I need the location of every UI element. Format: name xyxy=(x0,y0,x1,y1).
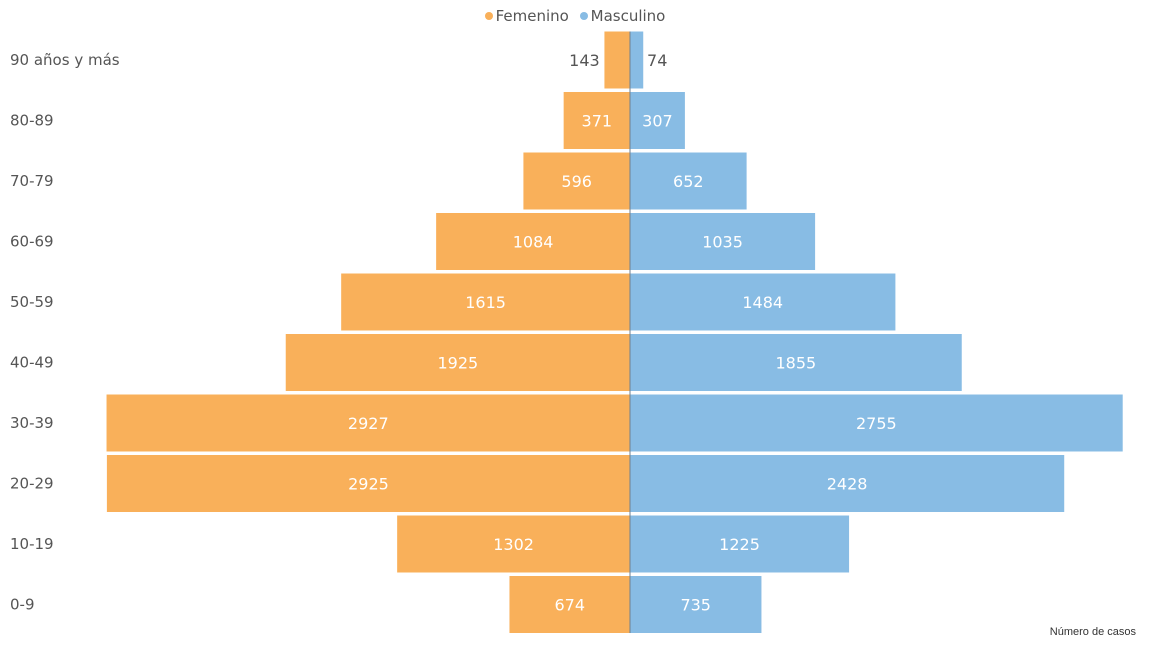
bar-femenino[interactable] xyxy=(563,92,630,149)
data-label-masculino: 74 xyxy=(647,51,667,70)
legend-swatch-masculino xyxy=(579,12,588,20)
data-label-femenino: 143 xyxy=(569,51,600,70)
data-label-femenino: 674 xyxy=(554,596,585,615)
bar-masculino[interactable] xyxy=(630,455,1065,512)
bar-masculino[interactable] xyxy=(630,31,644,89)
data-label-masculino: 307 xyxy=(642,112,673,131)
data-label-masculino: 1484 xyxy=(742,293,783,312)
category-label: 40-49 xyxy=(10,354,54,372)
data-label-masculino: 2755 xyxy=(856,414,897,433)
bar-masculino[interactable] xyxy=(630,92,685,149)
data-label-masculino: 1225 xyxy=(719,535,760,554)
bar-femenino[interactable] xyxy=(509,576,630,633)
category-label: 0-9 xyxy=(10,596,35,614)
legend-swatch-femenino xyxy=(484,12,493,20)
bar-femenino[interactable] xyxy=(397,515,630,573)
legend-item-masculino[interactable]: Masculino xyxy=(579,7,666,25)
x-axis-label: Número de casos xyxy=(1049,626,1136,638)
category-label: 20-29 xyxy=(10,475,54,493)
category-label: 30-39 xyxy=(10,414,54,432)
bar-masculino[interactable] xyxy=(630,334,962,391)
category-label: 60-69 xyxy=(10,233,54,251)
bar-femenino[interactable] xyxy=(106,394,631,452)
data-label-femenino: 1084 xyxy=(513,233,554,252)
bar-masculino[interactable] xyxy=(630,394,1123,452)
legend-label-masculino: Masculino xyxy=(590,7,666,25)
bar-masculino[interactable] xyxy=(630,152,747,210)
data-label-femenino: 1615 xyxy=(465,293,506,312)
data-label-masculino: 652 xyxy=(673,172,704,191)
category-label: 10-19 xyxy=(10,535,54,553)
legend-item-femenino[interactable]: Femenino xyxy=(484,7,569,25)
data-label-femenino: 1302 xyxy=(493,535,534,554)
bar-masculino[interactable] xyxy=(630,213,816,270)
bar-masculino[interactable] xyxy=(630,273,896,331)
category-label: 90 años y más xyxy=(10,51,120,69)
category-label: 50-59 xyxy=(10,293,54,311)
bar-femenino[interactable] xyxy=(604,31,630,89)
data-label-femenino: 2925 xyxy=(348,475,389,494)
bar-femenino[interactable] xyxy=(436,213,630,270)
data-label-masculino: 2428 xyxy=(827,475,868,494)
data-label-femenino: 371 xyxy=(582,112,613,131)
data-label-femenino: 1925 xyxy=(438,354,479,373)
bar-femenino[interactable] xyxy=(523,152,630,210)
legend: Femenino Masculino xyxy=(0,6,1150,25)
bar-masculino[interactable] xyxy=(630,515,850,573)
data-label-masculino: 735 xyxy=(680,596,711,615)
data-label-masculino: 1855 xyxy=(776,354,817,373)
data-label-femenino: 596 xyxy=(561,172,592,191)
category-label: 80-89 xyxy=(10,112,54,130)
category-label: 70-79 xyxy=(10,172,54,190)
bar-femenino[interactable] xyxy=(341,273,630,331)
data-label-masculino: 1035 xyxy=(702,233,743,252)
bar-femenino[interactable] xyxy=(285,334,630,391)
legend-label-femenino: Femenino xyxy=(495,7,569,25)
data-label-femenino: 2927 xyxy=(348,414,389,433)
bar-masculino[interactable] xyxy=(630,576,762,633)
bar-femenino[interactable] xyxy=(106,455,631,512)
